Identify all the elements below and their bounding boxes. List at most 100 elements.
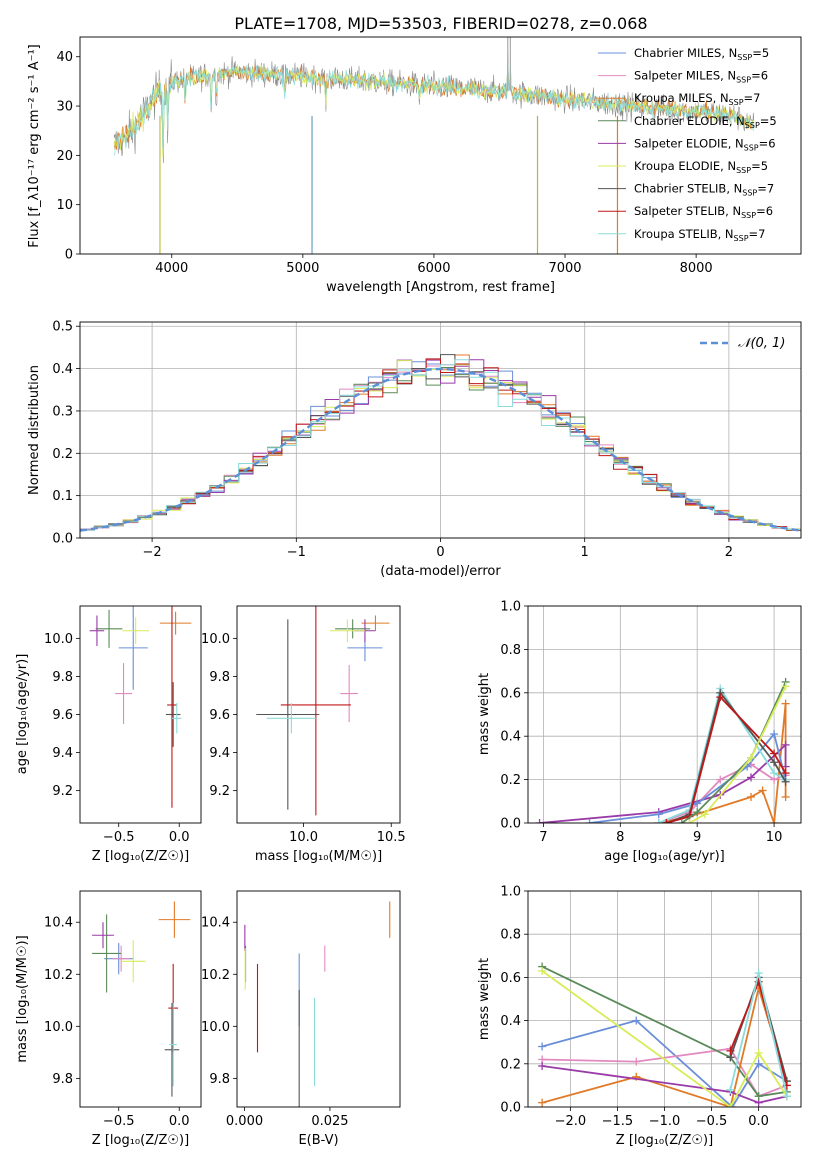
spectrum-frame [79,36,802,255]
plots-layer: 4000 5000 6000 7000 8000010203040wavelength … [15,36,802,1148]
series-line [541,965,788,1098]
legend-label: Chabrier MILES, NSSP=5 [634,46,769,62]
mass-vs-ebv-frame [236,890,401,1108]
y-tick-label: 0.2 [500,1057,521,1072]
y-tick-label: 9.4 [209,746,230,761]
series-line [658,763,786,823]
y-tick-label: 0 [65,248,73,263]
x-tick-label: 6000 [417,261,450,276]
x-tick-label: −2 [143,545,162,560]
y-tick-label: 9.8 [52,1072,73,1087]
series-line [689,685,787,823]
y-tick-label: 0.3 [52,404,73,419]
y-axis-label: mass weight [477,958,492,1040]
y-tick-label: 0.6 [500,686,521,701]
spectrum-legend: Chabrier MILES, NSSP=5 Salpeter MILES, NS… [598,46,777,243]
age-vs-Z-frame [79,605,202,824]
legend-label: Kroupa ELODIE, NSSP=5 [634,159,768,175]
series-line [541,1065,788,1104]
legend-label: 𝒩(0, 1) [738,336,785,351]
y-tick-label: 9.8 [209,1072,230,1087]
x-tick-label: 0.025 [311,1114,348,1129]
y-tick-label: 0.0 [500,1101,521,1116]
x-tick-label: 0.0 [169,1114,190,1129]
y-tick-label: 0.8 [500,928,521,943]
y-tick-label: 9.6 [52,708,73,723]
x-tick-label: −0.5 [696,1114,728,1129]
x-tick-label: −0.5 [103,1114,135,1129]
series-line [589,732,787,823]
x-tick-label: 0.0 [748,1114,769,1129]
x-axis-label: (data-model)/error [380,564,501,579]
massweight-vs-age-series [535,677,790,823]
normal-curve [80,367,801,532]
y-axis-label: mass [log₁₀(M/M☉)] [15,935,30,1062]
x-tick-label: −2.0 [555,1114,587,1129]
massweight-vs-Z-frame [527,890,802,1108]
age-vs-mass-points [256,606,390,816]
x-tick-label: 7000 [548,261,581,276]
x-tick-label: −1.5 [602,1114,634,1129]
x-axis-label: wavelength [Angstrom, rest frame] [326,280,555,295]
y-tick-label: 9.8 [209,670,230,685]
x-tick-label: −0.5 [103,830,135,845]
x-axis-label: E(B-V) [298,1133,338,1148]
massweight-vs-age-frame [527,605,802,824]
y-tick-label: 10.0 [201,632,230,647]
y-tick-label: 10.2 [201,968,230,983]
y-tick-label: 0.6 [500,971,521,986]
age-vs-mass-frame [236,605,401,824]
y-tick-label: 0.5 [52,320,73,335]
y-tick-label: 10.0 [44,632,73,647]
x-tick-label: 10.0 [289,830,318,845]
histogram-step [80,359,801,533]
figure-title: PLATE=1708, MJD=53503, FIBERID=0278, z=0… [234,14,647,33]
x-tick-label: 1 [581,545,589,560]
y-tick-label: 0.2 [500,773,521,788]
y-tick-label: 1.0 [500,885,521,900]
series-line [539,742,787,823]
legend-label: Chabrier STELIB, NSSP=7 [634,182,774,198]
mass-vs-Z-axes: −0.5 0.0 9.8 10.0 10.2 10.4 Z [log₁₀(Z/Z☉)] mas… [15,890,202,1148]
series-line [541,970,788,1107]
legend-label: Chabrier ELODIE, NSSP=5 [634,114,777,130]
y-axis-label: mass weight [477,673,492,755]
y-tick-label: 30 [56,100,73,115]
spectrum-axes: 4000 5000 6000 7000 8000 0 10 20 30 40 wavelength … [27,36,802,295]
y-tick-label: 9.4 [52,746,73,761]
y-tick-label: 9.2 [52,784,73,799]
x-tick-label: 10 [766,830,783,845]
x-axis-label: mass [log₁₀(M/M☉)] [255,849,382,864]
legend-label: Salpeter ELODIE, NSSP=6 [634,136,776,152]
series-line [541,1019,788,1107]
massweight-vs-Z-axes: −2.0 −1.5 −1.0 −0.5 0.0 0.0 0.2 0.4 0.6 0.8 1.0 Z [… [477,885,802,1148]
y-tick-label: 1.0 [500,600,521,615]
y-tick-label: 10 [56,198,73,213]
y-tick-label: 9.6 [209,708,230,723]
y-tick-label: 0.2 [52,447,73,462]
residuals-axes: −2 −1 0 1 2 0.0 0.1 0.2 0.3 0.4 0.5 (data-model)/er… [27,320,802,579]
x-tick-label: 8 [616,830,624,845]
x-tick-label: 8000 [680,261,713,276]
spectrum-trace [113,63,754,156]
y-tick-label: 10.0 [44,1020,73,1035]
legend-label: Kroupa MILES, NSSP=7 [634,91,760,107]
y-tick-label: 10.4 [201,916,230,931]
residual-histograms [80,354,801,533]
x-tick-label: −1.0 [649,1114,681,1129]
x-axis-label: Z [log₁₀(Z/Z☉)] [616,1133,713,1148]
y-axis-label: age [log₁₀(age/yr)] [15,654,30,775]
x-tick-label: 0.0 [169,830,190,845]
x-tick-label: 2 [725,545,733,560]
y-tick-label: 10.4 [44,916,73,931]
x-tick-label: 4000 [155,261,188,276]
x-tick-label: 0.000 [226,1114,263,1129]
mass-vs-ebv-points [244,901,391,1107]
x-tick-label: −1 [287,545,306,560]
y-tick-label: 10.0 [201,1020,230,1035]
x-tick-label: 7 [539,830,547,845]
y-tick-label: 9.2 [209,784,230,799]
massweight-vs-age-axes: 7 8 9 10 0.0 0.2 0.4 0.6 0.8 1.0 age [log₁₀(age/yr… [477,600,802,864]
age-vs-Z-points [89,606,192,808]
